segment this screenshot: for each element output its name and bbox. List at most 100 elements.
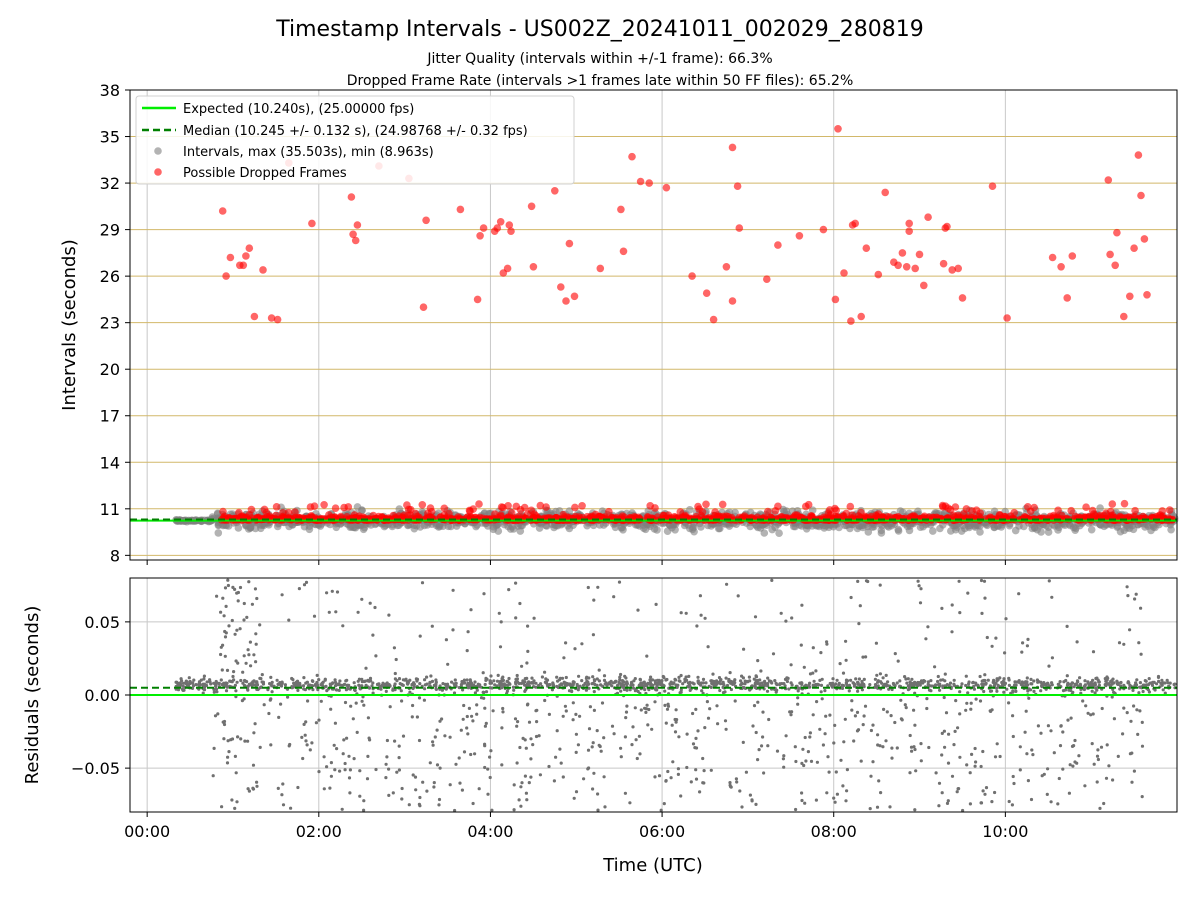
- residual-point: [674, 730, 677, 733]
- residual-point: [587, 683, 590, 686]
- residual-point: [1117, 683, 1120, 686]
- residual-point: [221, 683, 224, 686]
- residual-point: [808, 735, 811, 738]
- residual-point: [349, 705, 352, 708]
- residual-point: [328, 611, 331, 614]
- residual-point: [938, 689, 941, 692]
- residual-point: [569, 684, 572, 687]
- residual-point: [226, 761, 229, 764]
- residual-point: [803, 802, 806, 805]
- dropped-frame-outlier: [1135, 151, 1143, 159]
- dropped-frame-point: [825, 510, 833, 518]
- residual-point: [221, 668, 224, 671]
- residual-point: [619, 747, 622, 750]
- residual-point: [1018, 681, 1021, 684]
- residual-point: [578, 715, 581, 718]
- residual-point: [896, 746, 899, 749]
- dropped-frame-outlier: [905, 220, 913, 228]
- residual-point: [387, 614, 390, 617]
- residual-point: [582, 684, 585, 687]
- residual-point: [1121, 732, 1124, 735]
- residual-point: [965, 763, 968, 766]
- dropped-frame-outlier: [763, 275, 771, 283]
- residual-point: [325, 591, 328, 594]
- residual-point: [1102, 802, 1105, 805]
- residual-point: [890, 757, 893, 760]
- residual-point: [953, 679, 956, 682]
- residual-point: [346, 684, 349, 687]
- residual-point: [613, 732, 616, 735]
- residual-point: [488, 756, 491, 759]
- residual-point: [224, 681, 227, 684]
- residual-point: [904, 703, 907, 706]
- residual-point: [1059, 680, 1062, 683]
- residual-point: [1106, 743, 1109, 746]
- residual-point: [514, 717, 517, 720]
- residual-point: [582, 777, 585, 780]
- residual-point: [482, 671, 485, 674]
- dropped-frame-point: [1089, 507, 1097, 515]
- dropped-frame-outlier: [274, 316, 282, 324]
- residual-point: [252, 731, 255, 734]
- dropped-frame-outlier: [954, 265, 962, 273]
- residual-point: [919, 587, 922, 590]
- residual-point: [803, 666, 806, 669]
- residual-point: [718, 676, 721, 679]
- residual-point: [711, 673, 714, 676]
- residual-point: [400, 699, 403, 702]
- residual-point: [429, 674, 432, 677]
- residual-point: [227, 750, 230, 753]
- residual-point: [976, 684, 979, 687]
- interval-point: [1123, 524, 1131, 532]
- residual-point: [538, 734, 541, 737]
- residual-point: [596, 677, 599, 680]
- residual-point: [958, 712, 961, 715]
- residual-point: [850, 709, 853, 712]
- residual-point: [499, 680, 502, 683]
- residual-point: [392, 791, 395, 794]
- residual-point: [577, 675, 580, 678]
- residual-point: [982, 690, 985, 693]
- residual-point: [874, 678, 877, 681]
- residual-point: [876, 806, 879, 809]
- residual-point: [619, 690, 622, 693]
- residual-point: [349, 768, 352, 771]
- residual-point: [376, 683, 379, 686]
- dropped-frame-point: [1082, 503, 1090, 511]
- dropped-frame-outlier: [242, 252, 250, 260]
- dropped-frame-point: [419, 501, 427, 509]
- residual-point: [1092, 682, 1095, 685]
- residual-point: [878, 744, 881, 747]
- dropped-frame-outlier: [796, 232, 804, 240]
- residual-point: [1097, 758, 1100, 761]
- residual-point: [449, 736, 452, 739]
- residual-point: [848, 689, 851, 692]
- residual-point: [333, 768, 336, 771]
- residual-point: [259, 677, 262, 680]
- residual-point: [1032, 679, 1035, 682]
- residual-point: [325, 689, 328, 692]
- dropped-frame-outlier: [840, 269, 848, 277]
- residual-point: [468, 686, 471, 689]
- residual-point: [323, 755, 326, 758]
- residual-point: [914, 769, 917, 772]
- residual-point: [226, 756, 229, 759]
- residual-point: [258, 623, 261, 626]
- residual-point: [860, 680, 863, 683]
- residual-point: [362, 799, 365, 802]
- residual-point: [1128, 628, 1131, 631]
- residual-point: [842, 740, 845, 743]
- residual-point: [996, 742, 999, 745]
- residual-point: [722, 691, 725, 694]
- residual-point: [992, 679, 995, 682]
- residual-point: [796, 703, 799, 706]
- intervals-y-label: Intervals (seconds): [59, 239, 80, 411]
- residual-point: [907, 677, 910, 680]
- residual-point: [794, 808, 797, 811]
- residual-point: [868, 683, 871, 686]
- residual-point: [786, 680, 789, 683]
- residual-point: [525, 747, 528, 750]
- residual-point: [742, 648, 745, 651]
- dropped-frame-outlier: [736, 224, 744, 232]
- residual-point: [598, 744, 601, 747]
